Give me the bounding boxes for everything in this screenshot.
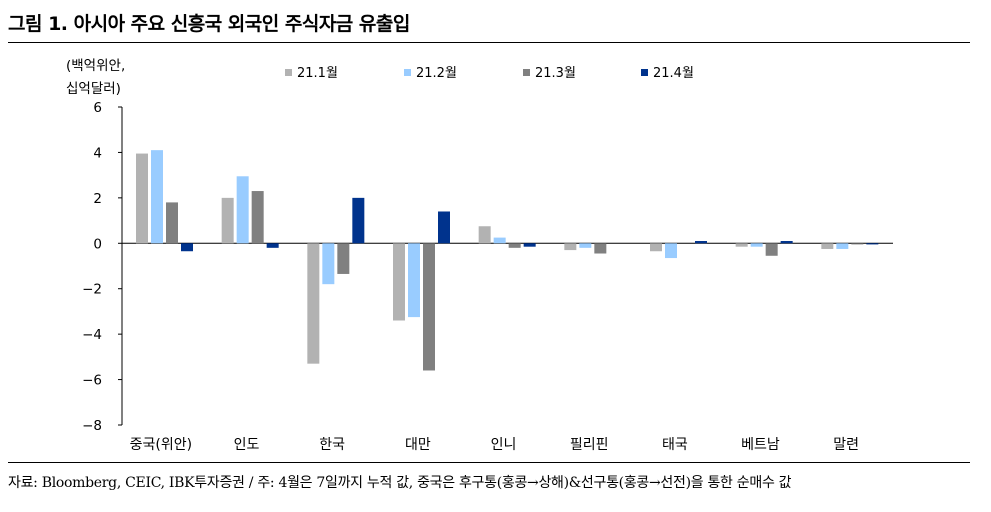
legend: 21.1월 21.2월 21.3월 21.4월 <box>285 66 694 81</box>
source-note: 자료: Bloomberg, CEIC, IBK투자증권 / 주: 4월은 7일… <box>8 475 792 491</box>
y-tick-label: −2 <box>82 282 102 298</box>
category-label-4: 대만 <box>405 437 431 453</box>
bar-2-4 <box>408 243 420 318</box>
bar-1-2 <box>221 197 234 244</box>
category-label-6: 필리핀 <box>570 437 609 453</box>
legend-label-2: 21.2월 <box>416 66 457 81</box>
bar-2-5 <box>493 237 506 244</box>
bar-4-7 <box>695 241 707 244</box>
bar-1-8 <box>735 243 748 247</box>
category-label-2: 인도 <box>234 437 260 453</box>
y-tick-label: 2 <box>93 191 102 207</box>
bar-2-9 <box>836 243 849 249</box>
category-label-9: 말련 <box>833 437 859 453</box>
bar-4-4 <box>438 211 450 244</box>
legend-swatch-4 <box>641 69 648 76</box>
y-tick-label: −4 <box>82 327 102 343</box>
bar-2-6 <box>579 243 592 248</box>
axes <box>118 106 893 426</box>
y-tick-labels: −8 −6 −4 −2 0 2 4 6 <box>82 100 102 434</box>
y-tick-label: −6 <box>82 373 102 389</box>
y-tick-label: −8 <box>82 418 102 434</box>
bar-4-3 <box>352 197 365 244</box>
category-label-7: 태국 <box>662 437 688 453</box>
legend-swatch-3 <box>523 69 530 76</box>
bar-3-2 <box>251 191 264 244</box>
bar-1-9 <box>821 243 834 249</box>
bar-4-2 <box>266 243 279 248</box>
y-axis-label: (백억위안, 십억달러) <box>66 58 125 97</box>
figure-title: 그림 1. 아시아 주요 신흥국 외국인 주식자금 유출입 <box>8 13 410 35</box>
category-label-8: 베트남 <box>741 437 780 453</box>
y-axis-label-line: (백억위안, <box>66 58 125 74</box>
x-category-labels: 중국(위안) 인도 한국 대만 인니 필리핀 태국 베트남 말련 <box>130 437 859 453</box>
category-label-3: 한국 <box>319 437 345 453</box>
bar-1-7 <box>650 243 662 252</box>
bar-3-1 <box>166 202 178 244</box>
legend-label-1: 21.1월 <box>297 66 338 81</box>
bar-4-5 <box>523 243 536 247</box>
bar-3-4 <box>423 243 435 371</box>
y-tick-label: 4 <box>93 145 102 161</box>
legend-swatch-2 <box>404 69 411 76</box>
bar-1-3 <box>307 243 320 364</box>
bar-1-4 <box>393 243 405 321</box>
bar-3-6 <box>594 243 607 254</box>
legend-label-4: 21.4월 <box>653 66 694 81</box>
bar-3-8 <box>765 243 778 256</box>
bar-2-1 <box>151 150 163 244</box>
legend-swatch-1 <box>285 69 292 76</box>
title-underline <box>8 42 970 43</box>
bar-2-8 <box>750 243 763 247</box>
bar-3-3 <box>337 243 350 274</box>
bar-3-9 <box>851 243 864 245</box>
category-label-1: 중국(위안) <box>130 437 192 453</box>
bar-4-9 <box>866 243 879 245</box>
bar-1-6 <box>564 243 577 251</box>
bar-4-1 <box>181 243 193 252</box>
bar-1-1 <box>136 153 148 244</box>
bar-1-5 <box>478 226 491 244</box>
y-tick-label: 6 <box>93 100 102 116</box>
legend-label-3: 21.3월 <box>535 66 576 81</box>
bar-2-3 <box>322 243 335 285</box>
bar-2-2 <box>236 176 249 244</box>
bars <box>136 150 879 371</box>
bar-2-7 <box>665 243 677 259</box>
bar-chart: (백억위안,십억달러) 21.1월 21.2월 21.3월 21.4월 −8−6−4−… <box>66 58 893 453</box>
bar-3-5 <box>508 243 521 248</box>
footer-rule <box>8 462 970 463</box>
y-tick-label: 0 <box>93 236 102 252</box>
category-label-5: 인니 <box>491 437 517 453</box>
y-axis-label-line: 십억달러) <box>66 81 121 97</box>
bar-4-8 <box>780 241 793 244</box>
